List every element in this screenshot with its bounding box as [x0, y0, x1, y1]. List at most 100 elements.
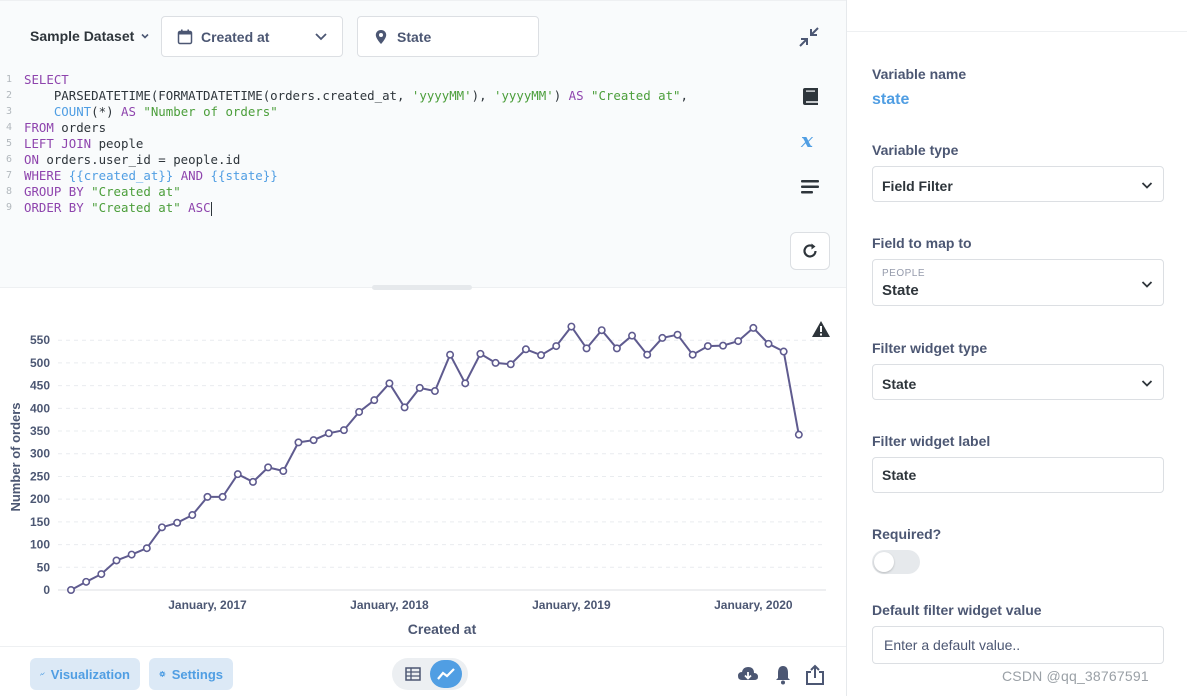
settings-label: Settings	[171, 666, 223, 682]
variable-settings-sidebar: Variable name state Variable type Field …	[846, 0, 1187, 696]
data-point[interactable]	[446, 350, 455, 359]
data-point[interactable]	[385, 379, 394, 388]
chevron-down-icon	[315, 33, 327, 41]
default-value-input[interactable]	[872, 626, 1164, 664]
bell-icon[interactable]	[772, 664, 794, 686]
data-point[interactable]	[582, 344, 591, 353]
variable-type-value: Field Filter	[882, 178, 953, 194]
data-point[interactable]	[173, 518, 182, 527]
data-point[interactable]	[673, 330, 682, 339]
data-point[interactable]	[415, 383, 424, 392]
data-point[interactable]	[339, 426, 348, 435]
data-point[interactable]	[537, 351, 546, 360]
data-point[interactable]	[233, 470, 242, 479]
data-point[interactable]	[764, 339, 773, 348]
y-tick-label: 550	[30, 333, 50, 347]
data-point[interactable]	[430, 387, 439, 396]
dataset-selector[interactable]: Sample Dataset	[30, 28, 150, 44]
data-point[interactable]	[491, 358, 500, 367]
share-icon[interactable]	[804, 664, 826, 686]
sidebar-header	[847, 0, 1187, 32]
data-point[interactable]	[552, 342, 561, 351]
data-point[interactable]	[324, 429, 333, 438]
data-point[interactable]	[628, 331, 637, 340]
data-point[interactable]	[506, 360, 515, 369]
y-tick-label: 250	[30, 469, 50, 483]
field-map-select[interactable]: PEOPLE State	[872, 259, 1164, 306]
data-point[interactable]	[719, 341, 728, 350]
y-tick-label: 500	[30, 356, 50, 370]
data-point[interactable]	[779, 347, 788, 356]
data-point[interactable]	[794, 430, 803, 439]
data-point[interactable]	[461, 379, 470, 388]
visualization-button[interactable]: Visualization	[30, 658, 140, 690]
y-tick-label: 450	[30, 379, 50, 393]
code-line: 8 GROUP BY "Created at"	[6, 184, 181, 199]
data-point[interactable]	[734, 337, 743, 346]
y-tick-label: 400	[30, 401, 50, 415]
data-point[interactable]	[157, 523, 166, 532]
footer-bar: Visualization Settings	[0, 646, 846, 696]
data-point[interactable]	[142, 544, 151, 553]
data-point[interactable]	[309, 436, 318, 445]
data-point[interactable]	[294, 438, 303, 447]
data-point[interactable]	[521, 345, 530, 354]
code-line: 1 SELECT	[6, 72, 69, 87]
download-icon[interactable]	[737, 664, 759, 686]
snippets-icon[interactable]	[800, 176, 822, 198]
data-point[interactable]	[612, 344, 621, 353]
data-point[interactable]	[67, 585, 76, 594]
settings-button[interactable]: Settings	[149, 658, 233, 690]
data-point[interactable]	[370, 396, 379, 405]
data-point[interactable]	[203, 492, 212, 501]
data-point[interactable]	[688, 350, 697, 359]
collapse-editor-icon[interactable]	[798, 26, 820, 48]
data-point[interactable]	[279, 466, 288, 475]
data-point[interactable]	[218, 492, 227, 501]
chevron-down-icon	[1141, 380, 1153, 387]
created-at-filter-widget[interactable]: Created at	[161, 16, 343, 57]
code-line: 6 ON orders.user_id = people.id	[6, 152, 241, 167]
table-view-toggle[interactable]	[397, 660, 429, 688]
data-point[interactable]	[567, 322, 576, 331]
y-tick-label: 300	[30, 447, 50, 461]
view-toggle	[392, 658, 468, 690]
default-value-label: Default filter widget value	[872, 602, 1042, 618]
editor-resize-handle[interactable]	[372, 285, 472, 290]
sql-code[interactable]: 1 SELECT 2 PARSEDATETIME(FORMATDATETIME(o…	[0, 72, 688, 216]
widget-label-input[interactable]	[872, 457, 1164, 493]
run-query-button[interactable]	[790, 232, 830, 270]
data-point[interactable]	[597, 326, 606, 335]
data-point[interactable]	[703, 342, 712, 351]
variables-icon[interactable]: x	[800, 130, 822, 152]
data-reference-icon[interactable]	[800, 86, 822, 108]
data-point[interactable]	[476, 349, 485, 358]
line-chart: 0 50 100 150 200 250 300 350 400 450 500 550 January…	[8, 322, 826, 637]
required-toggle[interactable]	[872, 550, 920, 574]
variable-type-select[interactable]: Field Filter	[872, 166, 1164, 202]
warning-icon[interactable]	[811, 320, 831, 338]
data-point[interactable]	[264, 463, 273, 472]
data-point[interactable]	[749, 323, 758, 332]
sql-editor[interactable]: 1 SELECT 2 PARSEDATETIME(FORMATDATETIME(o…	[0, 66, 846, 288]
code-line: 2 PARSEDATETIME(FORMATDATETIME(orders.cr…	[6, 88, 688, 103]
data-point[interactable]	[248, 477, 257, 486]
data-point[interactable]	[112, 556, 121, 565]
y-axis-label: Number of orders	[8, 402, 23, 511]
data-point[interactable]	[400, 403, 409, 412]
data-point[interactable]	[658, 333, 667, 342]
data-point[interactable]	[127, 550, 136, 559]
state-filter-widget[interactable]: State	[357, 16, 539, 57]
data-point[interactable]	[188, 511, 197, 520]
series-line	[70, 324, 800, 591]
chart-view-toggle[interactable]	[430, 660, 462, 688]
widget-type-select[interactable]: State	[872, 364, 1164, 400]
data-point[interactable]	[643, 350, 652, 359]
watermark: CSDN @qq_38767591	[1002, 668, 1149, 684]
data-point[interactable]	[97, 570, 106, 579]
data-point[interactable]	[355, 407, 364, 416]
chevron-down-icon	[1141, 182, 1153, 189]
gear-icon	[159, 670, 166, 678]
data-point[interactable]	[82, 577, 91, 586]
